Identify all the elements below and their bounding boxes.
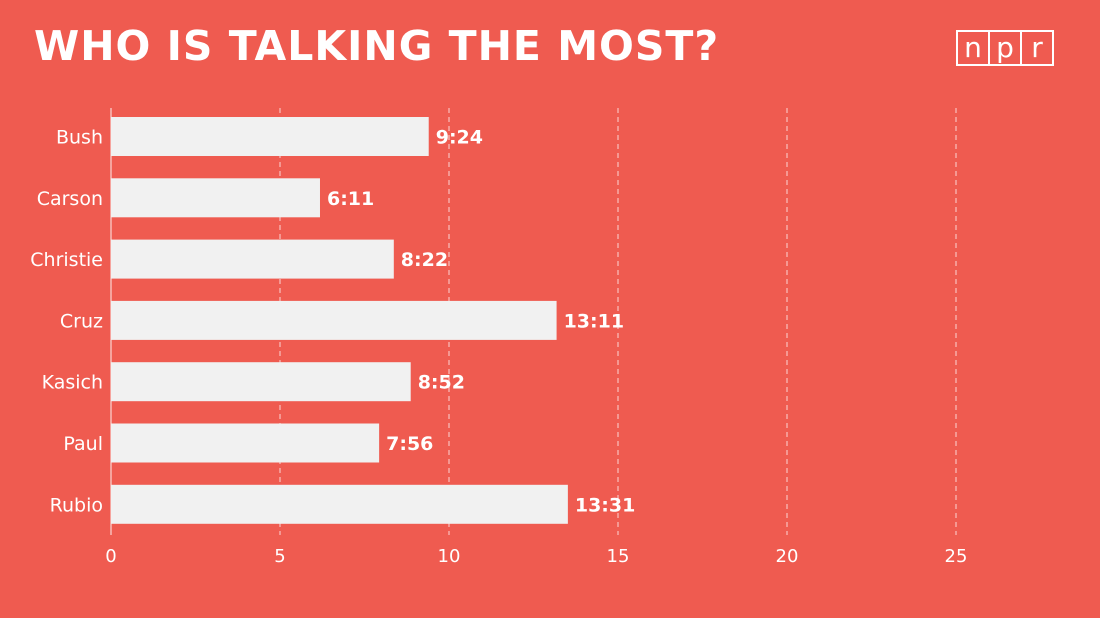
x-tick-label: 20 (776, 546, 799, 567)
bar (111, 178, 320, 218)
value-label: 13:11 (564, 310, 624, 332)
x-tick-label: 0 (105, 546, 116, 567)
npr-logo-letter: r (1020, 30, 1054, 66)
category-label: Carson (37, 188, 103, 210)
x-tick-label: 5 (274, 546, 285, 567)
bar (111, 484, 568, 524)
x-tick-label: 10 (438, 546, 461, 567)
value-label: 6:11 (327, 188, 374, 210)
category-label: Cruz (60, 310, 103, 332)
value-label: 8:52 (418, 372, 465, 394)
category-label: Paul (63, 433, 103, 455)
value-label: 8:22 (401, 249, 448, 271)
category-label: Christie (30, 249, 103, 271)
x-tick-label: 15 (607, 546, 630, 567)
category-label: Kasich (42, 372, 103, 394)
value-label: 9:24 (436, 127, 483, 149)
x-tick-label: 25 (945, 546, 968, 567)
bar (111, 362, 411, 402)
chart-title: WHO IS TALKING THE MOST? (34, 22, 720, 70)
category-label: Rubio (50, 494, 103, 516)
npr-logo: n p r (956, 30, 1054, 66)
value-label: 13:31 (575, 494, 635, 516)
value-label: 7:56 (386, 433, 433, 455)
bar (111, 117, 429, 156)
bar (111, 239, 394, 279)
category-label: Bush (56, 127, 103, 149)
bar (111, 300, 557, 340)
bar (111, 423, 380, 463)
